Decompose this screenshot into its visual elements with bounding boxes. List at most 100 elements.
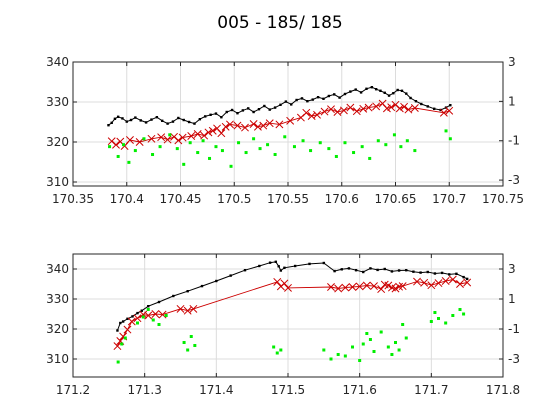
top-red-x-marker (208, 126, 217, 135)
top-red-x-marker (302, 108, 311, 117)
bottom-black-point (397, 269, 401, 272)
bottom-green-point (189, 335, 193, 338)
top-red-x-marker (225, 120, 234, 129)
top-green-point (220, 149, 224, 153)
bottom-red-x-marker (370, 282, 378, 291)
bottom-green-point (404, 336, 408, 340)
top-black-point (420, 102, 423, 106)
top-green-point (392, 133, 396, 137)
bottom-red-x-marker (434, 279, 443, 288)
top-green-point (258, 147, 262, 151)
top-red-x-marker (135, 138, 144, 146)
top-green-point (448, 137, 452, 141)
top-red-x-marker (193, 130, 202, 138)
bottom-black-point (322, 261, 326, 265)
top-x-tick-label: 170.75 (482, 192, 524, 206)
bottom-black-point (200, 284, 204, 288)
top-red-x-marker (187, 132, 196, 140)
bottom-green-point (394, 341, 397, 344)
top-black-point (110, 121, 113, 124)
top-red-x-marker (157, 133, 166, 142)
top-green-point (175, 147, 179, 151)
top-green-point (168, 133, 172, 137)
top-green-point (273, 153, 277, 157)
bottom-red-x-marker (144, 311, 153, 320)
bottom-green-point (390, 353, 394, 356)
top-y2-tick-label: -3 (508, 173, 520, 187)
bottom-black-point (383, 267, 386, 271)
top-black-point (241, 109, 245, 112)
bottom-black-point (465, 277, 469, 281)
bottom-black-point (131, 315, 134, 318)
bottom-y2-tick-label: -1 (508, 322, 520, 336)
top-red-x-marker (445, 106, 454, 115)
top-black-point (379, 89, 382, 92)
top-black-point (383, 91, 386, 94)
top-x-tick-label: 170.35 (52, 192, 94, 206)
bottom-green-point (336, 353, 340, 356)
top-red-x-marker (333, 108, 342, 116)
bottom-black-point (440, 271, 444, 275)
top-black-point (306, 100, 309, 103)
top-red-x-marker (387, 103, 396, 112)
bottom-black-point (462, 275, 465, 279)
top-black-point (116, 115, 120, 118)
bottom-green-point (379, 330, 383, 334)
bottom-green-point (322, 348, 326, 352)
bottom-red-x-marker (273, 277, 282, 286)
bottom-red-x-marker (441, 277, 450, 285)
top-red-x-marker (275, 120, 284, 129)
top-red-x-marker (410, 104, 419, 112)
bottom-red-x-marker (413, 277, 421, 286)
top-x-tick-label: 170.45 (160, 192, 202, 206)
top-black-point (263, 104, 266, 108)
top-green-point (343, 141, 347, 145)
top-green-point (142, 137, 146, 141)
bottom-green-point (182, 341, 186, 344)
top-x-tick-label: 170.65 (375, 192, 417, 206)
top-black-point (349, 90, 352, 93)
top-red-x-marker (178, 133, 187, 142)
bottom-red-x-marker (284, 283, 292, 292)
top-red-x-marker (259, 121, 268, 130)
top-red-x-marker (163, 135, 172, 144)
bottom-black-point (426, 270, 429, 274)
top-black-point (144, 121, 148, 124)
top-red-x-marker (327, 105, 335, 114)
bottom-black-point (147, 305, 150, 308)
bottom-green-point (146, 308, 150, 311)
top-black-point (290, 103, 293, 106)
top-green-point (208, 156, 212, 160)
bottom-red-x-marker (189, 304, 198, 313)
top-black-point (171, 120, 175, 123)
top-y-tick-label: 340 (46, 55, 69, 69)
top-black-point (182, 118, 185, 122)
top-green-point (188, 141, 192, 145)
bottom-red-x-marker (398, 282, 407, 291)
top-green-point (214, 145, 218, 149)
top-y2-tick-label: 1 (508, 94, 516, 108)
bottom-y-tick-label: 320 (46, 322, 69, 336)
top-black-point (252, 110, 255, 114)
top-black-point (405, 92, 408, 95)
top-red-x-marker (395, 104, 404, 113)
bottom-x-tick-label: 171.2 (56, 383, 90, 397)
bottom-green-point (193, 344, 197, 347)
bottom-black-point (433, 272, 437, 275)
top-black-point (359, 91, 363, 94)
bottom-black-point (419, 271, 422, 274)
bottom-black-point (140, 309, 143, 312)
bottom-black-point (369, 267, 372, 270)
top-black-point (129, 118, 133, 122)
bottom-green-point (372, 350, 376, 353)
top-green-point (352, 151, 356, 155)
bottom-black-point (126, 317, 129, 320)
bottom-black-point (448, 273, 451, 276)
bottom-red-x-marker (151, 310, 160, 318)
top-black-point (113, 117, 117, 120)
top-green-point (444, 129, 448, 133)
top-black-point (177, 116, 180, 120)
top-green-point (368, 156, 372, 160)
top-black-point (193, 122, 196, 125)
top-black-point (155, 116, 159, 119)
